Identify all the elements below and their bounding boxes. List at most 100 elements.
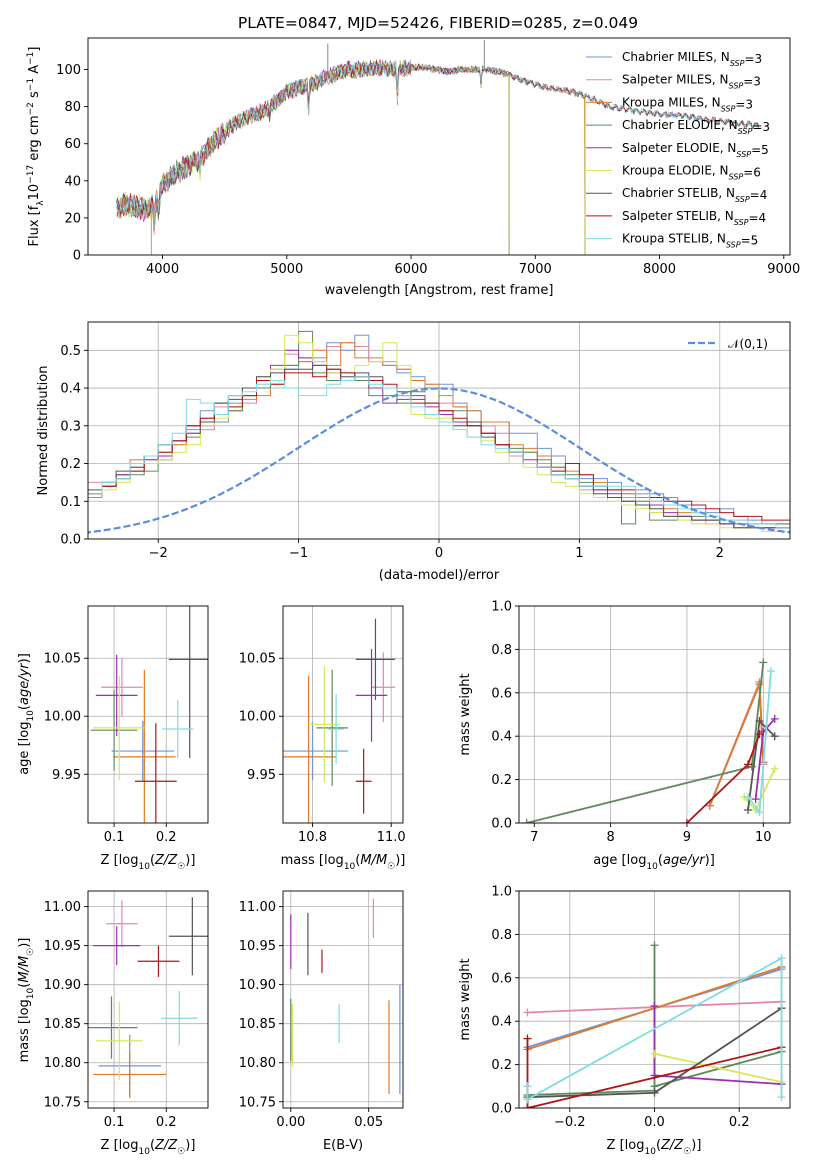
x-tick-label: 6000 <box>394 262 427 277</box>
y-tick-label: 10.95 <box>239 939 276 954</box>
y-tick-label: 0.4 <box>491 730 512 745</box>
y-tick-label: 0.4 <box>491 1015 512 1030</box>
label-part: −1 <box>26 78 36 91</box>
legend-entry: Kroupa ELODIE, NSSP=6 <box>622 164 761 182</box>
x-tick-label: 9000 <box>767 262 800 277</box>
x-axis-label: Z [log10(Z/Z☉)] <box>101 853 196 872</box>
label-part: ( <box>17 983 32 988</box>
label-part: 10 <box>26 987 36 999</box>
x-tick-label: 10 <box>755 830 772 845</box>
legend-subscript: SSP <box>734 217 749 226</box>
y-tick-label: 1.0 <box>491 600 512 615</box>
y-tick-label: 0.1 <box>60 495 81 510</box>
weight-marker <box>650 1049 659 1058</box>
weight-marker <box>751 795 760 804</box>
x-tick-label: 7 <box>530 830 538 845</box>
errorbar-point <box>134 723 177 823</box>
y-tick-label: 10.05 <box>239 652 276 667</box>
errorbar-point <box>316 669 348 786</box>
x-tick-label: 11.0 <box>377 830 406 845</box>
x-tick-label: 0.00 <box>276 1115 305 1130</box>
label-part: λ <box>36 200 46 206</box>
x-tick-label: 0.05 <box>354 1115 383 1130</box>
x-tick-label: 0.1 <box>104 830 125 845</box>
legend-count: =5 <box>741 234 759 248</box>
y-tick-label: 20 <box>64 211 81 226</box>
y-tick-label: 0.2 <box>491 773 512 788</box>
weight-line <box>527 945 782 1096</box>
label-part: −17 <box>26 165 36 184</box>
label-part: ☉ <box>177 862 185 872</box>
x-axis-label: Z [log10(Z/Z☉)] <box>607 1138 702 1157</box>
plot-area <box>90 606 208 823</box>
label-part: ☉ <box>177 1147 185 1157</box>
label-part: age/yr <box>17 662 32 705</box>
x-tick-label: 4000 <box>146 262 179 277</box>
weight-marker <box>650 1002 659 1011</box>
label-part: )] <box>185 1138 195 1153</box>
errorbar-point <box>355 748 372 814</box>
y-axis-label: mass weight <box>458 958 473 1040</box>
weight-marker <box>523 1095 532 1104</box>
label-part: mass [log <box>17 999 32 1062</box>
legend-count: =3 <box>752 120 770 134</box>
label-part: Z [log <box>101 853 139 868</box>
x-axis-label: mass [log10(M/M☉)] <box>281 853 406 872</box>
weight-marker <box>523 1008 532 1017</box>
legend-subscript: SSP <box>735 195 750 204</box>
label-part: Z [log <box>101 1138 139 1153</box>
weight-marker <box>705 801 714 810</box>
y-tick-label: 0.0 <box>491 817 512 832</box>
x-tick-label: 0 <box>435 546 443 561</box>
weight-marker <box>777 1093 786 1102</box>
residual-histogram-panel: −2 −1 0 1 2 0.0 0.1 0.2 0.3 0.4 0.5 (data-model)/er… <box>36 321 791 583</box>
legend-entry: Chabrier STELIB, NSSP=4 <box>622 186 767 204</box>
errorbar-point <box>93 1051 167 1098</box>
axes-frame <box>282 890 404 1109</box>
plot-area <box>522 658 779 823</box>
errorbar-point <box>283 675 337 823</box>
y-tick-label: 9.95 <box>52 768 81 783</box>
label-part: ( <box>150 853 155 868</box>
legend-entry: Salpeter STELIB, NSSP=4 <box>622 209 766 227</box>
label-part: ( <box>355 853 360 868</box>
label-part: Z/Z <box>660 1138 684 1153</box>
label-part: )] <box>185 853 195 868</box>
label-part: −2 <box>26 102 36 115</box>
plot-area <box>523 941 786 1108</box>
spectrum-line <box>116 59 759 230</box>
label-part: ( <box>17 705 32 710</box>
label-part: Z/Z <box>154 853 178 868</box>
y-axis-label: age [log10(age/yr)] <box>17 653 36 775</box>
weight-marker <box>682 819 691 823</box>
weight-marker <box>755 717 764 726</box>
legend-name: Salpeter MILES, N <box>622 73 729 87</box>
label-part: ( <box>656 1138 661 1153</box>
weight-marker <box>744 805 753 814</box>
legend-count: =5 <box>751 143 769 157</box>
weight-vs-age-panel: 7 8 9 10 0.0 0.2 0.4 0.6 0.8 1.0 mass weight age [l… <box>458 600 791 872</box>
y-tick-label: 10.80 <box>44 1056 81 1071</box>
x-tick-label: 9 <box>683 830 691 845</box>
legend-name: Kroupa MILES, N <box>622 95 721 109</box>
x-tick-label: 2 <box>716 546 724 561</box>
age-vs-mass-panel: 10.8 11.0 9.95 10.00 10.05 mass [log10(M/M☉)] <box>239 605 406 872</box>
label-part: age/yr <box>663 853 706 868</box>
x-tick-label: 5000 <box>270 262 303 277</box>
figure-title: PLATE=0847, MJD=52426, FIBERID=0285, z=0… <box>238 14 638 32</box>
errorbar-point <box>308 666 341 783</box>
weight-line <box>526 956 783 1101</box>
weight-marker <box>650 941 659 950</box>
label-part: ☉ <box>683 1147 691 1157</box>
legend-subscript: SSP <box>738 127 753 136</box>
label-part: )] <box>17 653 32 663</box>
weight-marker <box>755 730 764 739</box>
x-axis-label: (data-model)/error <box>379 568 500 583</box>
y-tick-label: 0.8 <box>491 928 512 943</box>
label-part: )] <box>395 853 405 868</box>
y-axis-label: Normed distribution <box>36 366 51 496</box>
errorbar-point <box>328 694 344 764</box>
